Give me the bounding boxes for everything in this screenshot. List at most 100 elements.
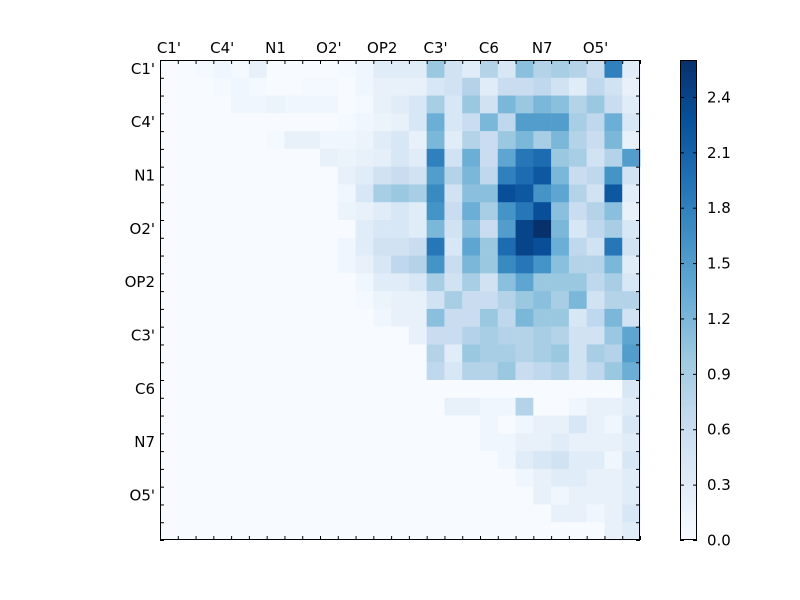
heatmap-cell [266, 237, 285, 256]
heatmap-cell [160, 60, 179, 79]
heatmap-cell [373, 308, 392, 327]
heatmap-cell [373, 415, 392, 434]
heatmap-cell [551, 77, 570, 96]
heatmap-cell [408, 504, 427, 523]
heatmap-cell [337, 291, 356, 310]
heatmap-cell [426, 291, 445, 310]
heatmap-cell [515, 60, 534, 79]
heatmap-cell [533, 397, 552, 416]
heatmap-cell [320, 95, 339, 114]
heatmap-cell [160, 131, 179, 150]
heatmap-cell [248, 468, 267, 487]
heatmap-cell [355, 486, 374, 505]
heatmap-cell [337, 166, 356, 185]
heatmap-cell [426, 486, 445, 505]
heatmap-cell [515, 113, 534, 132]
heatmap-cell [320, 451, 339, 470]
heatmap-cell [320, 237, 339, 256]
heatmap-cell [515, 237, 534, 256]
heatmap-cell [604, 486, 623, 505]
heatmap-cell [266, 486, 285, 505]
heatmap-cell [497, 202, 516, 221]
heatmap-cell [177, 415, 196, 434]
heatmap-cell [533, 148, 552, 167]
heatmap-cell [266, 291, 285, 310]
heatmap-cell [213, 113, 232, 132]
heatmap-cell [497, 362, 516, 381]
heatmap-cell [497, 131, 516, 150]
heatmap-cell [533, 344, 552, 363]
colorbar-gradient [680, 60, 697, 540]
heatmap-cell [195, 451, 214, 470]
heatmap-cell [586, 397, 605, 416]
heatmap-cell [462, 291, 481, 310]
colorbar-tick-label: 1.2 [707, 310, 731, 328]
heatmap-cell [515, 184, 534, 203]
heatmap-cell [391, 397, 410, 416]
heatmap-cell [195, 397, 214, 416]
heatmap-cell [408, 451, 427, 470]
heatmap-cell [177, 77, 196, 96]
heatmap-cell [266, 273, 285, 292]
heatmap-cell [302, 468, 321, 487]
heatmap-cell [373, 326, 392, 345]
heatmap-cell [355, 60, 374, 79]
heatmap-cell [248, 77, 267, 96]
heatmap-cell [515, 468, 534, 487]
heatmap-cell [568, 237, 587, 256]
heatmap-cell [231, 184, 250, 203]
heatmap-cell [515, 202, 534, 221]
heatmap-cell [408, 380, 427, 399]
heatmap-cell [551, 184, 570, 203]
heatmap-cell [444, 433, 463, 452]
heatmap-cell [373, 273, 392, 292]
heatmap-cell [497, 415, 516, 434]
heatmap-cell [462, 273, 481, 292]
heatmap-cell [568, 202, 587, 221]
heatmap-cell [195, 433, 214, 452]
heatmap-cell [462, 433, 481, 452]
heatmap-cell [622, 504, 641, 523]
heatmap-cell [160, 148, 179, 167]
heatmap-cell [604, 77, 623, 96]
heatmap-cell [551, 166, 570, 185]
heatmap-cell [568, 184, 587, 203]
heatmap-cell [355, 504, 374, 523]
heatmap-cell [426, 255, 445, 274]
heatmap-cell [444, 95, 463, 114]
y-tick-label: C6 [135, 380, 155, 398]
heatmap-cell [568, 433, 587, 452]
heatmap-cell [177, 255, 196, 274]
heatmap-cell [373, 380, 392, 399]
y-tick-label: C3' [131, 327, 155, 345]
heatmap-cell [426, 504, 445, 523]
x-tick-label: N7 [532, 39, 553, 57]
heatmap-cell [337, 415, 356, 434]
heatmap-cell [622, 326, 641, 345]
heatmap-cell [480, 344, 499, 363]
heatmap-cell [160, 237, 179, 256]
heatmap-cell [177, 380, 196, 399]
heatmap-cell [480, 237, 499, 256]
heatmap-cell [444, 273, 463, 292]
heatmap-cell [462, 220, 481, 239]
heatmap-cell [337, 60, 356, 79]
heatmap-cell [355, 291, 374, 310]
heatmap-cell [462, 255, 481, 274]
heatmap-cell [408, 522, 427, 541]
heatmap-cell [391, 184, 410, 203]
y-tick-label: N7 [134, 433, 155, 451]
colorbar: 0.0 0.3 0.6 0.9 1.2 1.5 1.8 2.1 2.4 [680, 60, 731, 550]
heatmap-cell [284, 486, 303, 505]
heatmap-cell [213, 326, 232, 345]
heatmap-cell [426, 397, 445, 416]
heatmap-cell [266, 113, 285, 132]
heatmap-cell [568, 113, 587, 132]
heatmap-cell [408, 202, 427, 221]
heatmap-cell [337, 202, 356, 221]
heatmap-cell [622, 451, 641, 470]
heatmap-cell [266, 397, 285, 416]
heatmap-cell [391, 60, 410, 79]
heatmap-cell [195, 95, 214, 114]
heatmap-cell [373, 504, 392, 523]
